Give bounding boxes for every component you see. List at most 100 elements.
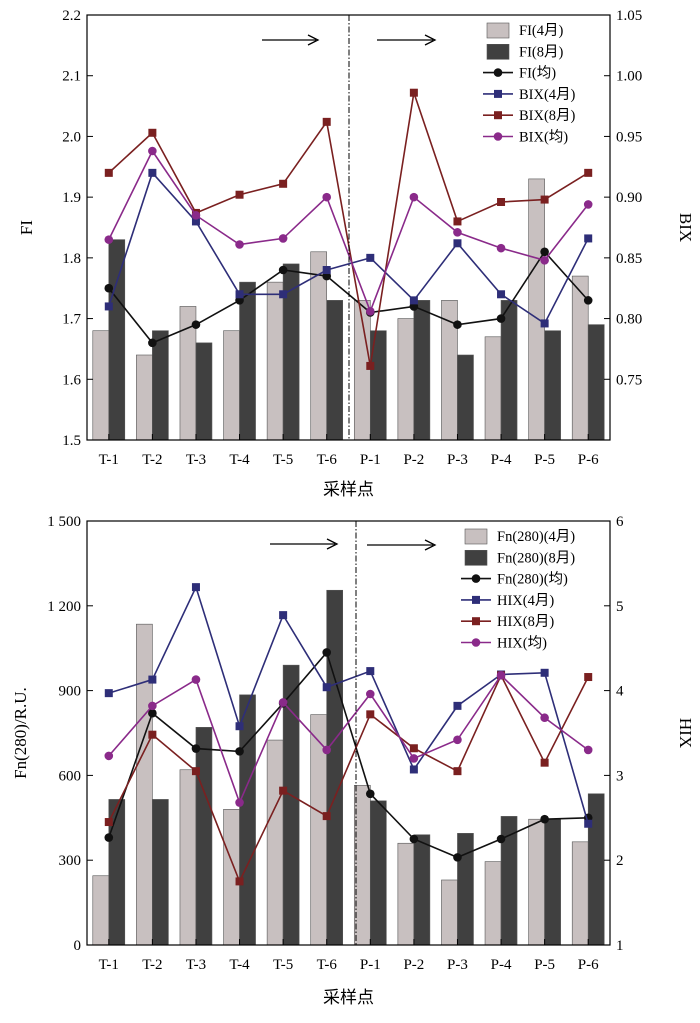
point-s3-t-1 bbox=[104, 689, 113, 698]
point-s5-t-3 bbox=[191, 675, 201, 684]
bar-apr-p-4 bbox=[484, 861, 502, 946]
point-s5-p-1 bbox=[365, 306, 375, 316]
point-s4-p-3 bbox=[453, 767, 462, 776]
point-s4-t-2 bbox=[148, 128, 157, 137]
x-tick-label: T-2 bbox=[142, 452, 162, 468]
point-s2-p-3 bbox=[453, 320, 462, 329]
y-tick-label: 2.0 bbox=[62, 129, 81, 145]
bar-apr-p-2 bbox=[397, 318, 415, 441]
legend-entry: FI(4月) bbox=[519, 23, 563, 39]
bar-apr-t-5 bbox=[266, 739, 284, 946]
series-line-4 bbox=[108, 673, 589, 884]
legend: Fn(280)(4月) Fn(280)(8月) Fn(280)(均) HIX(4月) H… bbox=[461, 528, 575, 652]
bar-apr-p-4 bbox=[484, 336, 502, 441]
x-tick-label: P-4 bbox=[491, 452, 512, 468]
point-s3-p-5 bbox=[540, 319, 549, 328]
bar-aug-t-2 bbox=[152, 330, 169, 441]
y-right-tick-label: 5 bbox=[616, 599, 624, 615]
point-s5-p-1 bbox=[365, 689, 375, 699]
point-s4-p-2 bbox=[409, 744, 418, 753]
x-tick-label: T-5 bbox=[273, 452, 293, 468]
point-s3-t-4 bbox=[235, 722, 244, 731]
x-tick-label: T-6 bbox=[317, 957, 338, 973]
bar-apr-t-4 bbox=[223, 330, 240, 441]
point-s4-p-6 bbox=[584, 673, 593, 682]
point-s3-p-2 bbox=[409, 765, 418, 774]
point-s3-t-5 bbox=[279, 611, 288, 620]
y-right-tick-label: 6 bbox=[616, 514, 624, 530]
point-s2-t-4 bbox=[235, 747, 244, 756]
bar-apr-t-1 bbox=[92, 875, 110, 946]
bar-apr-t-2 bbox=[136, 623, 153, 946]
legend-entry: BIX(均) bbox=[519, 129, 568, 146]
chart-panel-2: 0 300 600 900 1 200 1 500 1 2 3 4 5 6 T-1 T-2 T-3 T-4 T-… bbox=[11, 514, 695, 1007]
y-tick-label: 1.9 bbox=[62, 190, 81, 206]
arrow-2 bbox=[367, 539, 437, 551]
point-s3-t-5 bbox=[279, 290, 288, 299]
legend-entry: BIX(4月) bbox=[519, 87, 576, 103]
point-s2-t-6 bbox=[322, 648, 332, 657]
x-tick-label: P-3 bbox=[447, 452, 468, 468]
point-s5-t-4 bbox=[235, 798, 244, 807]
y-tick-label: 1.8 bbox=[62, 251, 81, 267]
y-right-tick-label: 1.05 bbox=[616, 8, 642, 24]
point-s2-t-1 bbox=[104, 833, 114, 842]
bar-apr-t-3 bbox=[179, 769, 197, 946]
point-s5-p-5 bbox=[540, 255, 549, 265]
legend-entry: Fn(280)(4月) bbox=[497, 529, 575, 545]
legend-entry: Fn(280)(均) bbox=[497, 571, 568, 588]
x-tick-label: P-6 bbox=[578, 957, 599, 973]
y-right-tick-label: 0.75 bbox=[616, 372, 642, 388]
point-s3-p-1 bbox=[366, 667, 375, 676]
point-s5-p-6 bbox=[583, 200, 593, 209]
point-s2-t-2 bbox=[148, 708, 157, 718]
bar-aug-p-3 bbox=[457, 833, 474, 946]
bar-apr-p-2 bbox=[397, 842, 415, 946]
y-tick-label: 600 bbox=[59, 768, 82, 784]
x-tick-label: P-1 bbox=[360, 957, 381, 973]
x-tick-label: T-1 bbox=[99, 957, 119, 973]
point-s4-t-3 bbox=[191, 767, 200, 776]
point-s2-t-3 bbox=[191, 320, 201, 329]
point-s4-t-4 bbox=[235, 877, 244, 886]
bar-aug-p-5 bbox=[544, 330, 561, 441]
point-s4-p-6 bbox=[584, 168, 593, 177]
point-s4-t-4 bbox=[235, 190, 244, 199]
chart-panel-1: 1.5 1.6 1.7 1.8 1.9 2.0 2.1 2.2 0.75 0.80 0.85 0.90… bbox=[17, 8, 695, 499]
x-tick-label: P-1 bbox=[360, 452, 381, 468]
y-tick-label: 0 bbox=[74, 938, 82, 954]
bar-aug-t-2 bbox=[152, 799, 169, 946]
point-s5-p-4 bbox=[496, 243, 506, 253]
legend-entry: FI(8月) bbox=[519, 44, 563, 60]
legend-entry: HIX(8月) bbox=[497, 614, 554, 630]
arrow-2 bbox=[377, 34, 437, 46]
bar-aug-p-6 bbox=[587, 324, 605, 441]
legend-entry: FI(均) bbox=[519, 65, 556, 82]
point-s5-p-4 bbox=[496, 671, 506, 680]
point-s2-p-6 bbox=[583, 296, 593, 305]
point-s5-t-2 bbox=[148, 701, 157, 711]
point-s3-p-6 bbox=[584, 819, 593, 828]
point-s2-p-4 bbox=[496, 834, 506, 844]
x-tick-label: T-2 bbox=[142, 957, 162, 973]
y-axis-title: FI bbox=[17, 220, 36, 235]
series-line-3 bbox=[108, 171, 589, 325]
point-s4-p-5 bbox=[540, 195, 549, 204]
bar-aug-p-3 bbox=[457, 354, 474, 441]
point-s2-p-5 bbox=[540, 814, 549, 824]
bar-aug-t-3 bbox=[195, 342, 213, 441]
y-right-tick-label: 0.85 bbox=[616, 251, 642, 267]
bar-apr-p-6 bbox=[571, 841, 589, 946]
y-right-axis-title: HIX bbox=[676, 718, 695, 748]
point-s3-p-3 bbox=[453, 701, 462, 710]
point-s3-t-4 bbox=[235, 290, 244, 299]
point-s5-t-3 bbox=[191, 211, 201, 220]
legend-entry: HIX(4月) bbox=[497, 593, 554, 609]
y-right-tick-label: 2 bbox=[616, 853, 624, 869]
x-tick-label: P-3 bbox=[447, 957, 468, 973]
bar-aug-t-4 bbox=[239, 694, 256, 946]
bar-aug-p-2 bbox=[413, 300, 431, 441]
bar-aug-t-4 bbox=[239, 281, 256, 441]
point-s5-t-2 bbox=[148, 146, 157, 156]
